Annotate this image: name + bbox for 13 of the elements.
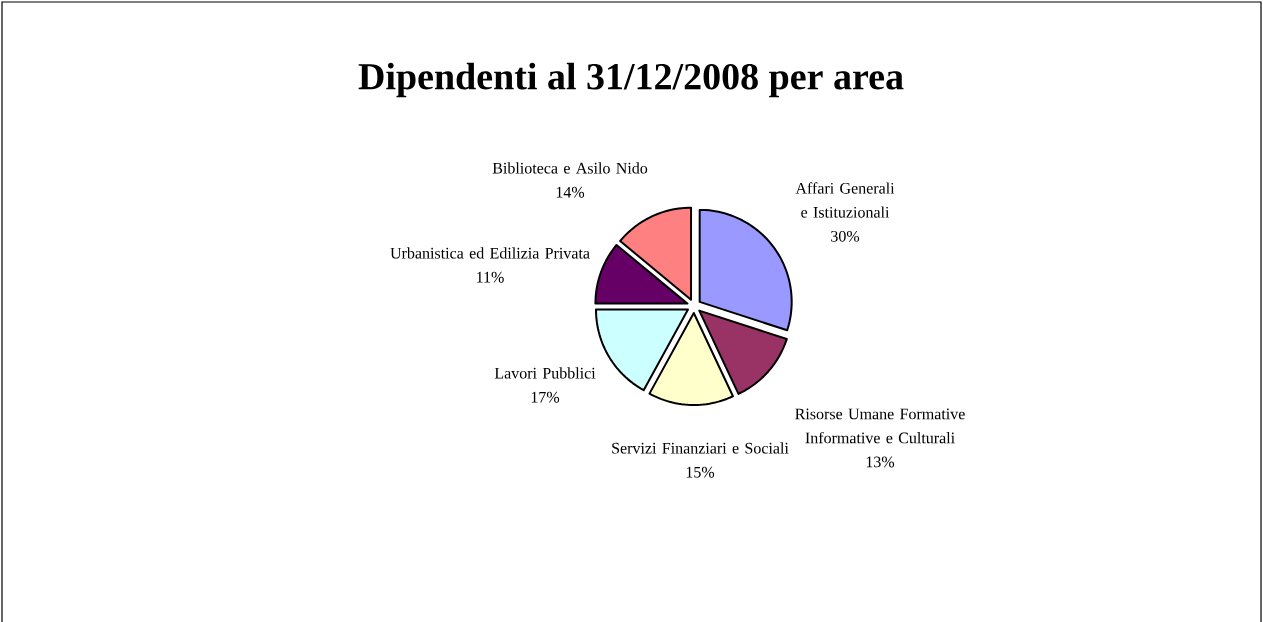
slice-label: Servizi Finanziari e Sociali — [612, 442, 789, 454]
data-label: 14% — [556, 186, 585, 198]
data-label: 13% — [866, 456, 895, 468]
data-label: 30% — [831, 230, 860, 242]
slice-label: Risorse Umane Formative Informative e Culturali — [795, 408, 965, 444]
data-label: 17% — [531, 391, 560, 403]
slice-label: Affari Generali e Istituzionali — [795, 182, 895, 218]
slice-label: Biblioteca e Asilo Nido — [492, 162, 648, 174]
slice-label: Urbanistica ed Edilizia Privata — [390, 247, 590, 259]
data-label: 15% — [686, 466, 715, 478]
chart-title: Dipendenti al 31/12/2008 per area — [358, 62, 904, 98]
slice-label: Lavori Pubblici — [494, 367, 596, 379]
data-label: 11% — [477, 271, 504, 283]
